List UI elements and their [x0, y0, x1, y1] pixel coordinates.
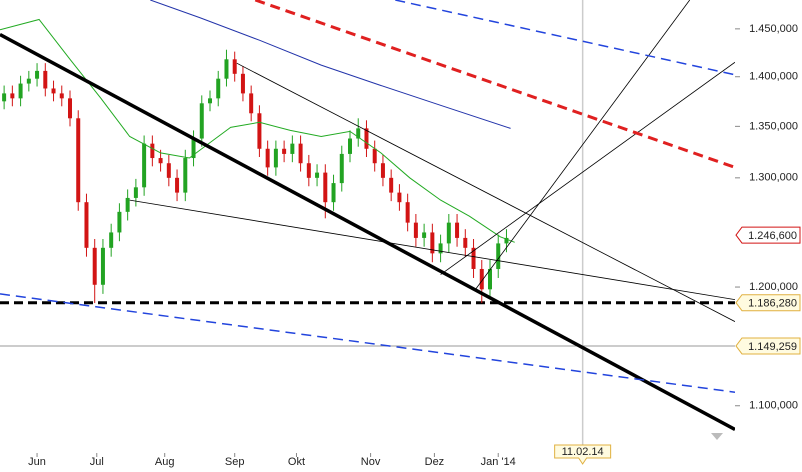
- candle-body: [158, 158, 163, 164]
- candle-body: [364, 128, 369, 149]
- candle-body: [397, 192, 402, 203]
- x-tick-label: Jul: [90, 456, 104, 468]
- candle-body: [405, 202, 410, 223]
- candle-body: [68, 98, 72, 119]
- x-tick-label: Okt: [288, 456, 305, 468]
- candle-body: [109, 232, 114, 248]
- candle-body: [2, 93, 7, 102]
- candle-body: [315, 172, 320, 178]
- overlay-line: [129, 199, 735, 300]
- overlay-line: [150, 0, 511, 129]
- level-label: 1.149,259: [748, 341, 797, 353]
- overlay-line: [440, 61, 735, 275]
- candle-body: [438, 243, 443, 254]
- candle-body: [18, 83, 23, 99]
- candle-body: [290, 143, 295, 154]
- candle-body: [488, 268, 492, 290]
- candle-body: [331, 183, 336, 203]
- candle-body: [356, 128, 361, 139]
- candle-body: [10, 93, 15, 99]
- candle-body: [133, 187, 138, 198]
- candle-body: [208, 98, 212, 104]
- candle-body: [463, 237, 468, 248]
- overlay-line: [236, 62, 735, 322]
- candle-body: [35, 70, 40, 79]
- candle-body: [430, 232, 435, 254]
- candle-body: [76, 118, 81, 203]
- candle-body: [257, 113, 262, 149]
- level-box: [735, 226, 801, 244]
- x-tick-label: Nov: [361, 456, 381, 468]
- candle-body: [26, 78, 31, 84]
- candle-body: [479, 268, 484, 290]
- candle-body: [150, 143, 155, 159]
- candle-body: [84, 202, 89, 248]
- y-tick-label: 1.300,000: [749, 172, 798, 184]
- candle-body: [422, 232, 427, 238]
- candle-body: [232, 59, 237, 74]
- candle-body: [92, 247, 97, 285]
- candle-body: [306, 163, 311, 178]
- candle-body: [389, 177, 394, 193]
- x-tick-label: Sep: [225, 456, 245, 468]
- y-tick-label: 1.400,000: [749, 71, 798, 83]
- overlay-line: [0, 18, 515, 243]
- x-tick-label: Jan '14: [481, 456, 516, 468]
- y-tick-label: 1.200,000: [749, 281, 798, 293]
- level-box: [735, 337, 801, 355]
- overlay-line: [475, 0, 691, 290]
- level-box: [735, 294, 801, 312]
- x-tick-label: Aug: [155, 456, 175, 468]
- candle-body: [446, 222, 451, 244]
- candle-body: [191, 138, 196, 159]
- candle-body: [125, 197, 130, 212]
- overlay-line: [0, 32, 735, 432]
- candle-body: [471, 247, 476, 269]
- candle-body: [51, 88, 56, 94]
- candle-body: [282, 148, 287, 154]
- x-tick-label: Jun: [28, 456, 46, 468]
- candle-body: [142, 143, 147, 188]
- candle-body: [59, 93, 64, 99]
- candle-body: [199, 103, 204, 139]
- overlay-line: [254, 0, 735, 169]
- candle-body: [504, 237, 509, 244]
- candle-body: [380, 163, 385, 178]
- overlay-line: [0, 293, 735, 393]
- candle-body: [372, 148, 377, 164]
- candle-body: [348, 138, 352, 154]
- y-tick-label: 1.450,000: [749, 23, 798, 35]
- candle-body: [166, 163, 171, 178]
- candle-body: [323, 172, 328, 203]
- overlay-line: [395, 0, 735, 76]
- candle-body: [43, 70, 48, 89]
- candle-body: [298, 143, 303, 164]
- candle-body: [224, 59, 229, 79]
- candle-body: [413, 222, 418, 238]
- candle-body: [273, 148, 278, 168]
- candle-body: [455, 222, 460, 238]
- y-tick-label: 1.350,000: [749, 120, 798, 132]
- date-marker-box: [554, 444, 612, 465]
- candle-body: [183, 158, 188, 193]
- level-label: 1.186,280: [748, 298, 797, 310]
- candle-body: [117, 211, 122, 233]
- candle-body: [339, 153, 344, 184]
- candle-body: [249, 93, 254, 114]
- candle-body: [240, 73, 245, 94]
- y-tick-label: 1.100,000: [749, 400, 798, 412]
- x-tick-label: Dez: [425, 456, 445, 468]
- scroll-icon: [711, 433, 723, 440]
- date-marker-label: 11.02.14: [562, 446, 604, 458]
- plot-area: [0, 0, 735, 455]
- candle-body: [265, 148, 270, 168]
- candle-body: [175, 177, 180, 193]
- candle-body: [496, 243, 501, 269]
- candle-body: [216, 78, 221, 99]
- candle-body: [100, 247, 105, 285]
- level-label: 1.246,600: [748, 230, 797, 242]
